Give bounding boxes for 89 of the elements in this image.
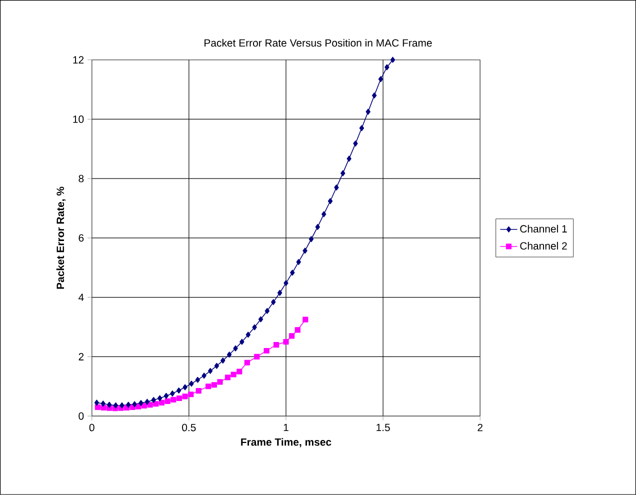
point xyxy=(164,392,169,399)
point xyxy=(196,388,202,394)
point xyxy=(176,388,182,394)
legend-label: Channel 1 xyxy=(520,224,567,233)
point xyxy=(126,402,131,408)
point xyxy=(308,236,314,242)
point xyxy=(100,400,106,407)
point xyxy=(294,327,300,333)
y-tick-label: 2 xyxy=(78,353,84,360)
point xyxy=(346,156,352,162)
point xyxy=(151,397,156,404)
legend-label: Channel 2 xyxy=(520,242,567,250)
point xyxy=(390,56,396,63)
point xyxy=(353,140,358,147)
y-tick-label: 10 xyxy=(73,116,84,123)
point xyxy=(214,362,220,369)
point xyxy=(264,308,270,314)
point xyxy=(252,324,257,330)
point xyxy=(271,299,276,306)
point xyxy=(230,372,236,378)
point xyxy=(132,401,137,408)
point xyxy=(106,402,112,408)
point xyxy=(170,390,175,397)
x-tick-label: 2 xyxy=(478,424,482,432)
x-tick-label: 1 xyxy=(284,424,288,432)
point xyxy=(138,400,144,406)
point xyxy=(170,396,176,403)
point xyxy=(202,372,206,379)
point xyxy=(144,398,150,405)
point xyxy=(164,398,170,404)
y-tick-label: 4 xyxy=(78,294,84,301)
point xyxy=(246,332,250,338)
point xyxy=(182,384,188,390)
point xyxy=(94,400,100,406)
point xyxy=(224,374,231,380)
point xyxy=(384,64,390,70)
point xyxy=(226,352,232,358)
point xyxy=(372,92,377,98)
point xyxy=(273,342,280,348)
point xyxy=(211,382,217,388)
point xyxy=(217,379,223,385)
y-tick-label: 8 xyxy=(78,174,84,182)
point xyxy=(120,402,124,408)
point xyxy=(264,348,270,354)
x-tick-label: 1.5 xyxy=(376,424,390,432)
point xyxy=(302,248,308,254)
point xyxy=(296,259,301,266)
point xyxy=(315,224,320,230)
point xyxy=(94,404,100,410)
point xyxy=(188,392,194,398)
point xyxy=(113,402,118,408)
point xyxy=(366,108,370,115)
point xyxy=(258,316,264,322)
point xyxy=(240,338,244,345)
point xyxy=(189,380,194,387)
point xyxy=(208,368,213,374)
chart-title: Packet Error Rate Versus Position in MAC Frame xyxy=(204,39,432,47)
y-tick-label: 12 xyxy=(73,56,84,64)
point xyxy=(302,316,308,322)
point xyxy=(359,125,364,132)
point xyxy=(254,354,260,360)
point xyxy=(283,339,289,345)
point xyxy=(158,400,165,406)
point xyxy=(236,368,242,374)
point xyxy=(290,270,295,276)
x-axis-title: Frame Time, msec xyxy=(241,438,332,448)
x-tick-label: 0.5 xyxy=(182,424,196,432)
point xyxy=(206,384,212,390)
point xyxy=(289,333,295,339)
y-tick-label: 0 xyxy=(78,412,84,420)
x-tick-label: 0 xyxy=(89,424,94,432)
point xyxy=(321,211,326,218)
point xyxy=(195,376,200,383)
point xyxy=(136,404,142,410)
point xyxy=(334,184,339,191)
point xyxy=(284,280,288,286)
point xyxy=(277,290,282,296)
point xyxy=(100,404,106,411)
y-tick-label: 6 xyxy=(78,234,84,242)
point xyxy=(328,198,333,204)
point xyxy=(378,76,384,82)
point xyxy=(244,360,250,366)
point xyxy=(340,170,346,176)
point xyxy=(233,345,238,352)
y-axis-title: Packet Error Rate, % xyxy=(56,186,66,289)
point xyxy=(182,394,188,400)
point xyxy=(220,358,226,364)
point xyxy=(157,395,162,402)
point xyxy=(176,395,182,402)
